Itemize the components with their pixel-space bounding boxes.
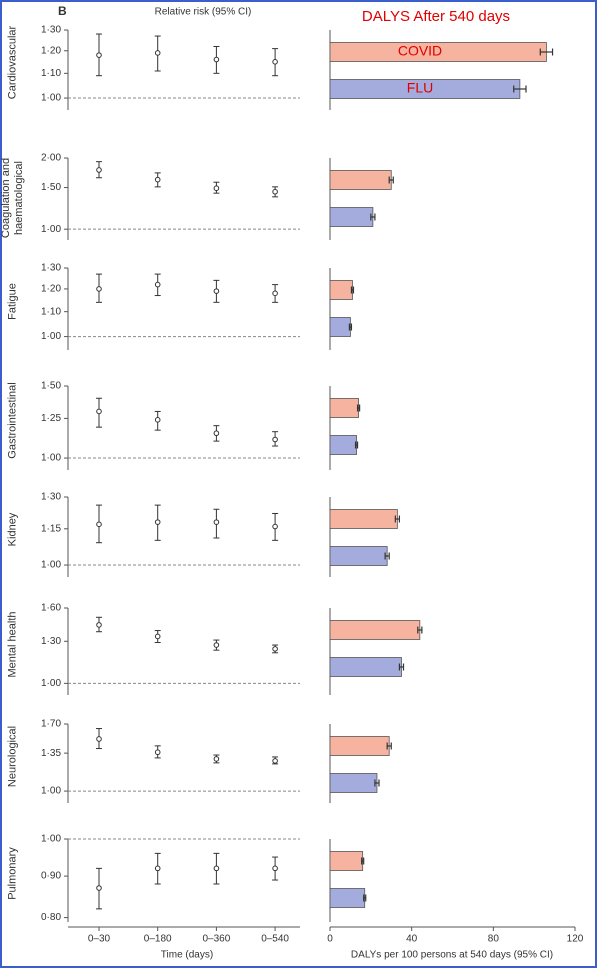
panel-label: B: [58, 4, 67, 18]
point: [213, 756, 220, 762]
y-tick-label: 1·30: [41, 636, 61, 647]
y-tick-label: 0·90: [41, 871, 61, 882]
x-tick-label: 0: [327, 934, 333, 945]
x-axis-label: Time (days): [161, 950, 213, 961]
point: [272, 865, 278, 872]
y-tick-label: 1·10: [41, 306, 61, 317]
bar: [329, 280, 353, 300]
point: [154, 417, 161, 423]
bar: [329, 317, 351, 337]
y-tick-label: 1·60: [41, 603, 61, 614]
bar: [329, 773, 378, 793]
point: [154, 176, 161, 183]
bar: [329, 509, 398, 529]
x-tick-label: 40: [406, 934, 418, 945]
y-tick-label: 1·00: [41, 678, 61, 689]
bar: [329, 435, 357, 455]
y-tick-label: 1·30: [41, 492, 61, 503]
y-axis-label: Cardiovascular: [6, 25, 19, 100]
y-tick-label: 1·00: [41, 224, 61, 235]
x-tick-label: 120: [567, 934, 584, 945]
y-tick-label: 1·00: [41, 786, 61, 797]
y-tick-label: 1·00: [41, 93, 61, 104]
bar: [329, 170, 392, 190]
point: [272, 758, 278, 764]
bar: [329, 398, 359, 418]
point: [154, 633, 161, 640]
point: [96, 736, 102, 742]
bar-title: DALYS After 540 days: [362, 8, 510, 25]
x-tick-label: 0–360: [202, 934, 230, 945]
point: [96, 408, 102, 415]
y-tick-label: 1·10: [41, 68, 61, 79]
y-tick-label: 1·15: [41, 523, 61, 534]
point: [272, 290, 278, 297]
y-tick-label: 1·20: [41, 284, 61, 295]
y-tick-label: 1·00: [41, 453, 61, 464]
bar: [329, 851, 364, 871]
y-tick-label: 1·70: [41, 719, 61, 730]
point: [213, 865, 220, 872]
y-tick-label: 1·50: [41, 381, 61, 392]
y-tick-label: 1·00: [41, 331, 61, 342]
point: [96, 622, 102, 628]
point: [272, 188, 278, 195]
y-axis-label: Neurological: [6, 725, 19, 787]
y-tick-label: 1·25: [41, 413, 61, 424]
point: [272, 523, 278, 530]
point: [272, 59, 278, 65]
bar: [329, 888, 366, 908]
bar: [329, 657, 402, 677]
y-tick-label: 2·00: [41, 153, 61, 164]
point: [96, 52, 102, 58]
point: [154, 865, 161, 872]
point: [96, 167, 102, 173]
y-axis-label: Kidney: [6, 512, 19, 547]
y-axis-label: Pulmonary: [6, 846, 19, 900]
point: [213, 642, 220, 648]
y-tick-label: 1·00: [41, 560, 61, 571]
x-tick-label: 0–180: [144, 934, 172, 945]
point: [154, 50, 161, 56]
y-tick-label: 1·50: [41, 182, 61, 193]
bar: [329, 736, 390, 756]
legend-label: FLU: [407, 80, 433, 96]
point: [154, 281, 161, 288]
point: [154, 519, 161, 525]
point: [213, 288, 220, 294]
point: [213, 56, 220, 63]
x-tick-label: 0–540: [261, 934, 289, 945]
point: [96, 521, 102, 528]
point: [272, 436, 278, 443]
y-axis-label: Gastrointestinal: [6, 382, 19, 459]
y-tick-label: 1·00: [41, 834, 61, 845]
bar: [329, 546, 388, 566]
y-axis-label: Coagulation and haematological: [0, 157, 25, 239]
bar: [329, 620, 421, 640]
forest-title: Relative risk (95% CI): [155, 7, 252, 18]
point: [154, 749, 161, 756]
point: [213, 430, 220, 437]
point: [272, 646, 278, 652]
legend-label: COVID: [398, 43, 442, 59]
bar: [329, 207, 374, 227]
y-tick-label: 1·35: [41, 748, 61, 759]
y-tick-label: 1·30: [41, 25, 61, 36]
point: [96, 286, 102, 292]
x-tick-label: 80: [488, 934, 500, 945]
y-tick-label: 1·30: [41, 263, 61, 274]
x-axis-label: DALYs per 100 persons at 540 days (95% C…: [351, 950, 553, 961]
point: [213, 519, 220, 525]
y-tick-label: 1·20: [41, 45, 61, 56]
x-tick-label: 0–30: [88, 934, 111, 945]
y-tick-label: 0·80: [41, 912, 61, 923]
point: [96, 885, 102, 891]
point: [213, 185, 220, 192]
y-axis-label: Mental health: [6, 610, 19, 678]
y-axis-label: Fatigue: [6, 283, 19, 320]
